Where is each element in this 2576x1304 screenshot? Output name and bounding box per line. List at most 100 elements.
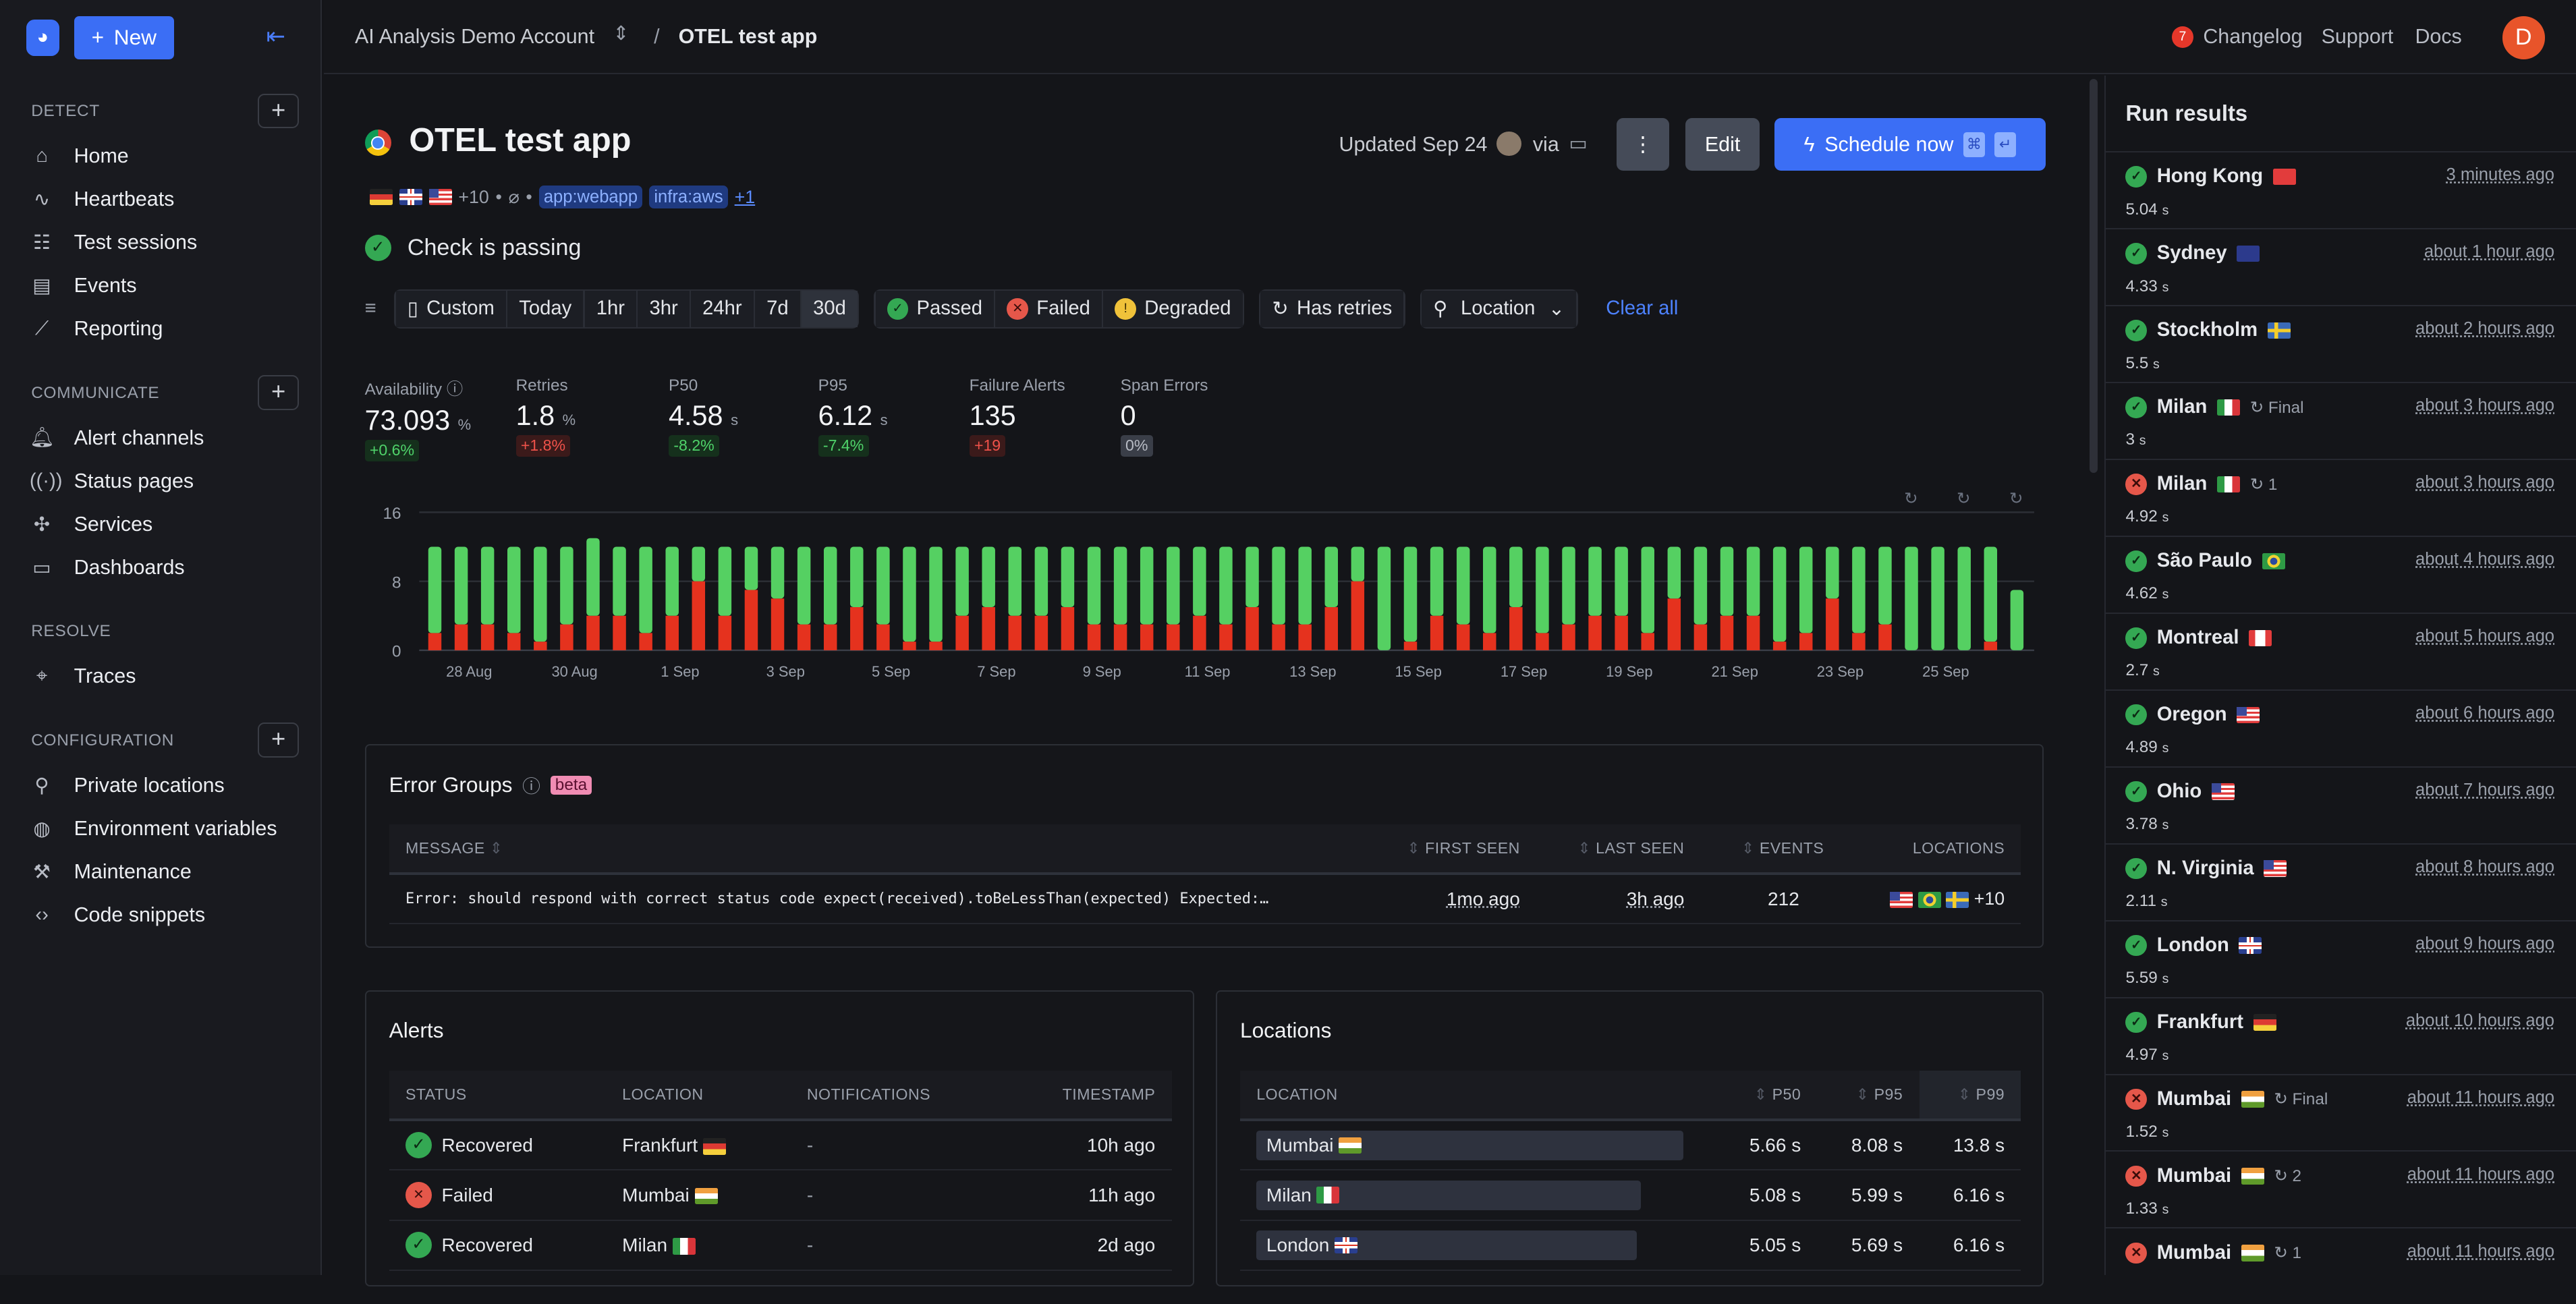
sidebar-item-test-sessions[interactable]: ☷ Test sessions <box>30 231 197 254</box>
bar-failed <box>744 590 758 651</box>
col-message[interactable]: MESSAGE ⇕ <box>389 824 1356 875</box>
sidebar-item-environment-variables[interactable]: ◍ Environment variables <box>30 817 277 841</box>
status-filter-passed[interactable]: ✓ Passed <box>875 290 995 327</box>
sidebar-item-home[interactable]: ⌂ Home <box>30 144 128 168</box>
table-row[interactable]: Milan 5.08 s 5.99 s 6.16 s <box>1239 1170 2021 1221</box>
table-row[interactable]: ✓ Recovered Frankfurt -10h ago <box>389 1120 1172 1171</box>
x-tick-label: 1 Sep <box>661 663 699 680</box>
filter-icon[interactable]: ≡ <box>364 297 376 320</box>
col-p99[interactable]: ⇕ P99 <box>1919 1071 2021 1122</box>
range-custom[interactable]: ▯ Custom <box>395 290 506 327</box>
run-result-item[interactable]: ✓ N. Virginia 2.11 s about 8 hours ago <box>2106 843 2576 920</box>
range-3hr[interactable]: 3hr <box>638 290 690 327</box>
range-24hr[interactable]: 24hr <box>691 290 754 327</box>
main-scrollbar[interactable] <box>2090 78 2098 474</box>
add-configuration-button[interactable]: + <box>258 722 300 758</box>
range-1hr[interactable]: 1hr <box>584 290 636 327</box>
table-row[interactable]: ✕ Failed Mumbai -11h ago <box>389 1170 1172 1221</box>
bar-passed <box>2010 590 2023 651</box>
col-p50[interactable]: ⇕ P50 <box>1715 1071 1818 1122</box>
more-options-button[interactable]: ⋮ <box>1617 118 1669 171</box>
new-button[interactable]: + New <box>74 16 175 59</box>
has-retries-filter[interactable]: ↻ Has retries <box>1258 289 1405 329</box>
sidebar-item-events[interactable]: ▤ Events <box>30 274 137 297</box>
run-result-item[interactable]: ✕ Mumbai ↻ Final 1.52 s about 11 hours ago <box>2106 1073 2576 1151</box>
sidebar-item-code-snippets[interactable]: ‹› Code snippets <box>30 903 205 927</box>
flag-icon <box>2272 168 2296 186</box>
locations-title: Locations <box>1239 1018 1332 1043</box>
range-7d[interactable]: 7d <box>755 290 800 327</box>
run-result-item[interactable]: ✓ Stockholm 5.5 s about 2 hours ago <box>2106 304 2576 382</box>
run-result-item[interactable]: ✓ London 5.59 s about 9 hours ago <box>2106 919 2576 997</box>
run-time: about 6 hours ago <box>2415 704 2554 723</box>
table-row[interactable]: ✓ Recovered Milan -2d ago <box>389 1220 1172 1272</box>
run-result-item[interactable]: ✓ Milan ↻ Final 3 s about 3 hours ago <box>2106 381 2576 459</box>
broadcast-icon: ((·)) <box>29 470 63 492</box>
bar-passed <box>507 546 521 633</box>
flag-icon <box>2237 245 2260 262</box>
sidebar-item-reporting[interactable]: ⟋ Reporting <box>30 317 163 341</box>
add-communicate-button[interactable]: + <box>258 375 300 410</box>
run-result-item[interactable]: ✓ Montreal 2.7 s about 5 hours ago <box>2106 612 2576 689</box>
map-pin-icon: ⚲ <box>34 774 49 797</box>
range-30d[interactable]: 30d <box>802 290 858 327</box>
run-result-item[interactable]: ✓ São Paulo 4.62 s about 4 hours ago <box>2106 535 2576 613</box>
location-bar: Milan <box>1256 1180 1642 1210</box>
sidebar-item-traces[interactable]: ⌖ Traces <box>30 664 136 688</box>
table-row[interactable]: London 5.05 s 5.69 s 6.16 s <box>1239 1220 2021 1272</box>
col-p95[interactable]: ⇕ P95 <box>1817 1071 1920 1122</box>
col-last-seen[interactable]: ⇕ LAST SEEN <box>1536 824 1701 875</box>
sidebar-item-dashboards[interactable]: ▭ Dashboards <box>30 556 184 579</box>
run-result-item[interactable]: ✓ Oregon 4.89 s about 6 hours ago <box>2106 689 2576 766</box>
sidebar-item-maintenance[interactable]: ⚒ Maintenance <box>30 860 192 884</box>
clear-all-link[interactable]: Clear all <box>1606 297 1679 320</box>
run-result-item[interactable]: ✓ Ohio 3.78 s about 7 hours ago <box>2106 766 2576 843</box>
bar-passed <box>1614 546 1628 617</box>
help-icon[interactable]: ⓘ <box>446 380 464 399</box>
run-result-item[interactable]: ✕ Milan ↻ 1 4.92 s about 3 hours ago <box>2106 458 2576 536</box>
support-link[interactable]: Support <box>2321 24 2394 48</box>
account-switcher-icon[interactable]: ⇕ <box>613 22 629 45</box>
tag[interactable]: app:webapp <box>538 186 643 208</box>
docs-link[interactable]: Docs <box>2415 24 2462 48</box>
table-row[interactable]: Mumbai 5.66 s 8.08 s 13.8 s <box>1239 1120 2021 1171</box>
run-result-item[interactable]: ✕ Mumbai ↻ 2 1.33 s about 11 hours ago <box>2106 1150 2576 1227</box>
sidebar-item-status-pages[interactable]: ((·)) Status pages <box>30 470 194 493</box>
help-icon[interactable]: ⓘ <box>522 776 540 797</box>
collapse-sidebar-icon[interactable]: ⇤ <box>266 24 286 50</box>
bar-failed <box>1878 624 1892 651</box>
sidebar-item-alert-channels[interactable]: 🔔︎ Alert channels <box>30 426 204 450</box>
error-message[interactable]: Error: should respond with correct statu… <box>389 873 1356 925</box>
more-tags-link[interactable]: +1 <box>734 186 756 207</box>
sidebar-item-heartbeats[interactable]: ∿ Heartbeats <box>30 188 175 211</box>
logo-icon[interactable]: ◕ <box>26 20 59 56</box>
run-result-item[interactable]: ✓ Sydney 4.33 s about 1 hour ago <box>2106 227 2576 305</box>
table-row[interactable]: Error: should respond with correct statu… <box>389 873 2021 925</box>
sidebar-item-private-locations[interactable]: ⚲ Private locations <box>30 774 224 797</box>
schedule-now-button[interactable]: ϟ Schedule now ⌘ ↵ <box>1774 118 2046 171</box>
tag[interactable]: infra:aws <box>649 186 728 208</box>
edit-button[interactable]: Edit <box>1685 118 1760 171</box>
bar-passed <box>1192 546 1206 617</box>
add-detect-button[interactable]: + <box>258 93 300 128</box>
status-filter-degraded[interactable]: ! Degraded <box>1103 290 1243 327</box>
sidebar-item-services[interactable]: ✣ Services <box>30 513 152 536</box>
check-circle-icon: ✓ <box>2125 1011 2148 1033</box>
location-dropdown[interactable]: ⚲ Location ⌄ <box>1420 289 1578 329</box>
run-result-item[interactable]: ✓ Frankfurt 4.97 s about 10 hours ago <box>2106 996 2576 1074</box>
sidebar-item-label: Events <box>74 274 137 297</box>
flag-icon <box>2264 860 2287 877</box>
user-avatar[interactable]: D <box>2502 16 2545 59</box>
col-first-seen[interactable]: ⇕ FIRST SEEN <box>1355 824 1537 875</box>
x-circle-icon: ✕ <box>1007 297 1029 320</box>
run-result-item[interactable]: ✕ Mumbai ↻ 1 about 11 hours ago <box>2106 1227 2576 1304</box>
warning-circle-icon: ! <box>1115 297 1137 320</box>
changelog-link[interactable]: Changelog <box>2203 24 2303 48</box>
monitor-icon: ▭ <box>32 557 51 579</box>
breadcrumb-account[interactable]: AI Analysis Demo Account <box>354 24 595 48</box>
status-filter-failed[interactable]: ✕ Failed <box>995 290 1102 327</box>
col-events[interactable]: ⇕ EVENTS <box>1700 824 1841 875</box>
range-today[interactable]: Today <box>507 290 584 327</box>
run-time: about 2 hours ago <box>2415 319 2554 339</box>
